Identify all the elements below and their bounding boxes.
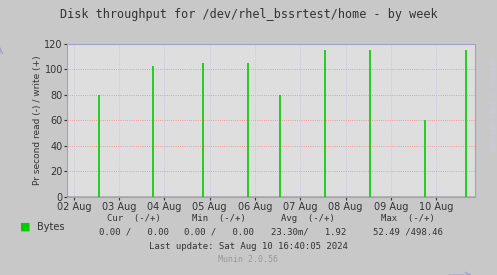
- Text: Disk throughput for /dev/rhel_bssrtest/home - by week: Disk throughput for /dev/rhel_bssrtest/h…: [60, 8, 437, 21]
- Text: Min  (-/+): Min (-/+): [192, 214, 246, 223]
- Text: Max  (-/+): Max (-/+): [381, 214, 434, 223]
- Text: Cur  (-/+): Cur (-/+): [107, 214, 161, 223]
- Text: Munin 2.0.56: Munin 2.0.56: [219, 255, 278, 264]
- Text: 52.49 /498.46: 52.49 /498.46: [373, 228, 442, 237]
- Text: Bytes: Bytes: [37, 222, 65, 232]
- Text: Avg  (-/+): Avg (-/+): [281, 214, 335, 223]
- Text: Last update: Sat Aug 10 16:40:05 2024: Last update: Sat Aug 10 16:40:05 2024: [149, 242, 348, 251]
- Y-axis label: Pr second read (-) / write (+): Pr second read (-) / write (+): [33, 56, 42, 185]
- Text: RRDTOOL / TOBI OETIKER: RRDTOOL / TOBI OETIKER: [488, 58, 494, 151]
- Text: ■: ■: [20, 222, 30, 232]
- Text: 23.30m/   1.92: 23.30m/ 1.92: [270, 228, 346, 237]
- Text: 0.00 /   0.00: 0.00 / 0.00: [99, 228, 169, 237]
- Text: 0.00 /   0.00: 0.00 / 0.00: [184, 228, 253, 237]
